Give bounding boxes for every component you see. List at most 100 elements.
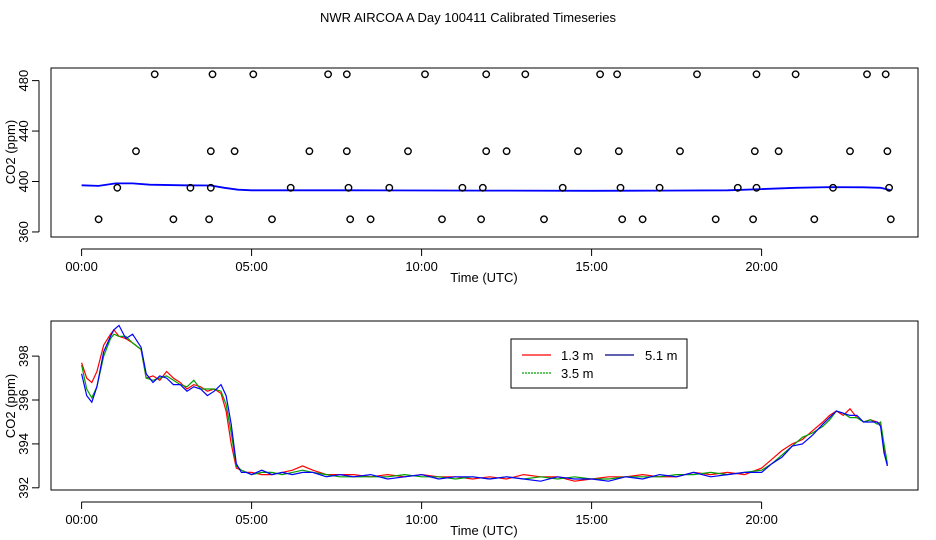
data-point <box>132 147 140 156</box>
data-point <box>881 70 890 79</box>
x-tick-label: 10:00 <box>405 512 438 527</box>
data-point <box>186 183 195 192</box>
data-point <box>342 147 351 156</box>
data-point <box>113 183 122 192</box>
data-point <box>482 70 491 79</box>
y-tick-label: 400 <box>16 171 31 193</box>
data-point <box>733 183 742 192</box>
data-point <box>558 183 567 192</box>
x-tick-label: 05:00 <box>235 259 268 274</box>
data-point <box>404 147 412 156</box>
y-tick-label: 360 <box>16 221 31 243</box>
data-point <box>305 147 314 156</box>
data-point <box>521 70 530 79</box>
y-axis: 392 394 396 398 <box>16 345 40 499</box>
data-point <box>613 70 621 79</box>
legend-box <box>510 338 688 389</box>
data-point <box>774 147 783 156</box>
x-tick-label: 20:00 <box>745 259 778 274</box>
data-point <box>616 183 625 192</box>
data-point <box>752 70 761 79</box>
y-axis: 360 400 440 480 <box>16 70 40 243</box>
x-tick-label: 00:00 <box>65 512 98 527</box>
data-point <box>810 215 819 224</box>
data-point <box>268 215 276 224</box>
series-line-3-5-m <box>81 333 888 480</box>
data-point <box>477 215 485 224</box>
data-point <box>752 183 761 192</box>
x-axis-label: Time (UTC) <box>450 523 517 538</box>
data-point <box>540 215 548 224</box>
data-point <box>655 183 664 192</box>
data-point <box>206 147 215 156</box>
series-line-5-1-m <box>81 324 888 482</box>
data-point <box>886 215 895 224</box>
data-point <box>863 70 871 79</box>
data-point <box>638 215 647 224</box>
data-point <box>574 147 582 156</box>
data-point <box>829 183 837 192</box>
co2-line-panel: 00:00 05:00 10:00 15:00 20:00 392 394 396 398 T… <box>3 320 919 538</box>
data-point <box>458 183 467 192</box>
co2-scatter-panel: 00:00 05:00 10:00 15:00 20:00 360 400 440 480 T… <box>3 67 919 285</box>
data-point <box>749 215 757 224</box>
y-axis-label: CO2 (ppm) <box>3 120 18 184</box>
data-point <box>205 215 214 224</box>
data-point <box>206 183 215 192</box>
data-point <box>791 70 800 79</box>
legend-label-3-5m: 3.5 m <box>561 366 594 381</box>
data-point <box>344 183 353 192</box>
x-axis: 00:00 05:00 10:00 15:00 20:00 <box>65 248 778 274</box>
data-point <box>208 70 217 79</box>
data-point <box>883 147 892 156</box>
data-point <box>230 147 239 156</box>
legend-label-5-1m: 5.1 m <box>645 348 678 363</box>
data-point <box>438 215 446 224</box>
data-point <box>169 215 178 224</box>
y-tick-label: 394 <box>16 433 31 455</box>
data-point <box>596 70 604 79</box>
data-point <box>750 147 759 156</box>
co2-series-line <box>81 182 892 192</box>
x-axis-label: Time (UTC) <box>450 270 517 285</box>
data-point <box>693 70 701 79</box>
x-tick-label: 15:00 <box>575 512 608 527</box>
data-point <box>885 183 893 192</box>
x-tick-label: 20:00 <box>745 512 778 527</box>
x-tick-label: 10:00 <box>405 259 438 274</box>
x-tick-label: 05:00 <box>235 512 268 527</box>
y-tick-label: 396 <box>16 389 31 411</box>
data-point <box>94 215 103 224</box>
data-point <box>324 70 332 79</box>
data-point <box>286 183 295 192</box>
data-point <box>502 147 511 156</box>
y-tick-label: 480 <box>16 70 31 92</box>
y-tick-label: 398 <box>16 345 31 367</box>
y-tick-label: 440 <box>16 120 31 142</box>
data-point <box>342 70 351 79</box>
data-point <box>846 147 854 156</box>
data-point <box>366 215 375 224</box>
x-tick-label: 00:00 <box>65 259 98 274</box>
data-point <box>150 70 159 79</box>
x-axis: 00:00 05:00 10:00 15:00 20:00 <box>65 501 778 527</box>
data-point <box>614 147 623 156</box>
plot-frame <box>50 320 919 491</box>
series-line-1-3-m <box>81 328 888 482</box>
data-point <box>676 147 684 156</box>
x-tick-label: 15:00 <box>575 259 608 274</box>
legend: 1.3 m 3.5 m 5.1 m <box>510 338 688 389</box>
data-point <box>385 183 394 192</box>
data-point <box>711 215 720 224</box>
plot-frame <box>50 67 919 238</box>
legend-label-1-3m: 1.3 m <box>561 348 594 363</box>
y-tick-label: 392 <box>16 477 31 499</box>
figure-title: NWR AIRCOA A Day 100411 Calibrated Times… <box>320 10 616 25</box>
data-point <box>478 183 487 192</box>
data-point <box>421 70 429 79</box>
data-point <box>618 215 627 224</box>
data-point <box>346 215 355 224</box>
y-axis-label: CO2 (ppm) <box>3 374 18 438</box>
data-point <box>482 147 491 156</box>
